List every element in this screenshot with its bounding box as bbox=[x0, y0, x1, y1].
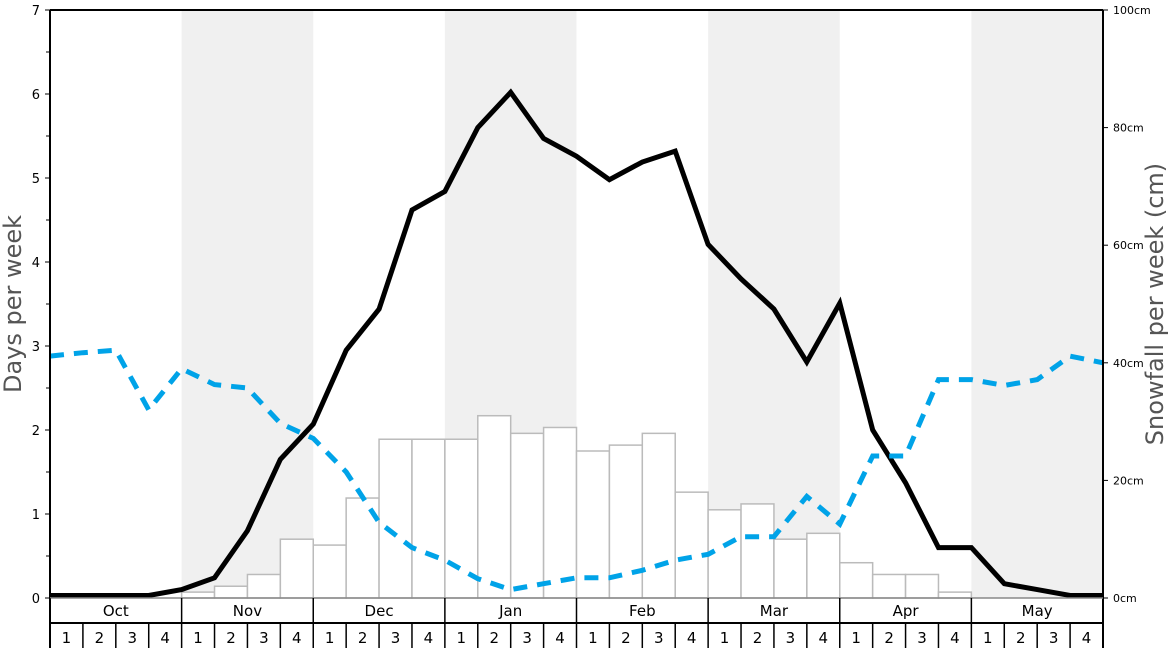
week-label: 3 bbox=[522, 629, 532, 647]
right-tick-label: 20cm bbox=[1113, 474, 1144, 487]
month-label: Nov bbox=[233, 602, 262, 620]
snowfall-bar bbox=[279, 538, 314, 599]
snowfall-bar bbox=[411, 438, 446, 599]
week-label: 4 bbox=[555, 629, 565, 647]
week-label: 2 bbox=[1016, 629, 1026, 647]
month-label: May bbox=[1022, 602, 1053, 620]
month-label: Jan bbox=[498, 602, 522, 620]
snowfall-bar bbox=[641, 432, 676, 599]
week-label: 4 bbox=[160, 629, 170, 647]
left-tick-label: 1 bbox=[32, 508, 40, 523]
left-tick-label: 4 bbox=[32, 256, 40, 271]
snowfall-bar bbox=[509, 432, 545, 599]
month-label: Dec bbox=[365, 602, 394, 620]
snowfall-bar bbox=[246, 573, 282, 599]
snowfall-bar bbox=[839, 561, 874, 599]
snowfall-bar bbox=[542, 426, 578, 599]
right-tick-label: 60cm bbox=[1113, 239, 1144, 252]
week-label: 1 bbox=[325, 629, 335, 647]
week-label: 1 bbox=[588, 629, 598, 647]
solid-line-series bbox=[50, 88, 1103, 598]
snowfall-bar bbox=[674, 491, 709, 599]
snowfall-bar bbox=[378, 438, 413, 599]
snowfall-bar bbox=[477, 414, 512, 599]
week-label: 3 bbox=[1049, 629, 1059, 647]
left-tick-label: 5 bbox=[32, 172, 40, 187]
week-label: 1 bbox=[62, 629, 72, 647]
week-label: 2 bbox=[884, 629, 894, 647]
week-label: 3 bbox=[391, 629, 401, 647]
month-shade bbox=[708, 10, 840, 598]
right-tick-label: 100cm bbox=[1113, 4, 1151, 17]
week-label: 1 bbox=[720, 629, 730, 647]
week-label: 4 bbox=[292, 629, 302, 647]
week-label: 2 bbox=[753, 629, 763, 647]
week-label: 3 bbox=[786, 629, 796, 647]
right-axis-label: Snowfall per week (cm) bbox=[1141, 163, 1168, 445]
week-label: 3 bbox=[917, 629, 927, 647]
left-tick-label: 2 bbox=[32, 424, 40, 439]
left-tick-label: 0 bbox=[32, 592, 40, 607]
left-axis-label: Days per week bbox=[0, 215, 27, 393]
week-label: 1 bbox=[851, 629, 861, 647]
week-label: 4 bbox=[687, 629, 697, 647]
month-label: Mar bbox=[760, 602, 789, 620]
week-label: 2 bbox=[226, 629, 236, 647]
snowfall-bar bbox=[773, 538, 808, 599]
week-label: 2 bbox=[621, 629, 631, 647]
week-label: 2 bbox=[95, 629, 105, 647]
snowfall-bar bbox=[937, 591, 973, 599]
snowfall-bar bbox=[312, 544, 347, 599]
snowfall-bar bbox=[740, 503, 775, 599]
left-tick-label: 3 bbox=[32, 340, 40, 355]
week-label: 2 bbox=[358, 629, 368, 647]
snowfall-bar bbox=[180, 591, 216, 599]
week-label: 3 bbox=[259, 629, 269, 647]
left-tick-label: 7 bbox=[32, 4, 40, 19]
month-label: Feb bbox=[629, 602, 656, 620]
month-shade bbox=[971, 10, 1103, 598]
snowfall-bar bbox=[213, 585, 249, 599]
week-label: 4 bbox=[1082, 629, 1092, 647]
right-tick-label: 0cm bbox=[1113, 592, 1137, 605]
week-label: 4 bbox=[424, 629, 434, 647]
week-label: 3 bbox=[654, 629, 664, 647]
month-label: Oct bbox=[103, 602, 129, 620]
left-tick-label: 6 bbox=[32, 88, 40, 103]
month-label: Apr bbox=[893, 602, 920, 620]
snowfall-bar bbox=[904, 573, 940, 599]
week-label: 1 bbox=[193, 629, 203, 647]
snowfall-bar bbox=[871, 573, 907, 599]
right-tick-label: 80cm bbox=[1113, 122, 1144, 135]
week-label: 1 bbox=[457, 629, 467, 647]
week-label: 1 bbox=[983, 629, 993, 647]
week-label: 4 bbox=[950, 629, 960, 647]
right-tick-label: 40cm bbox=[1113, 357, 1144, 370]
month-shade bbox=[181, 10, 314, 598]
week-label: 3 bbox=[127, 629, 137, 647]
snowfall-bar bbox=[806, 532, 841, 599]
week-label: 2 bbox=[489, 629, 499, 647]
week-label: 4 bbox=[819, 629, 829, 647]
